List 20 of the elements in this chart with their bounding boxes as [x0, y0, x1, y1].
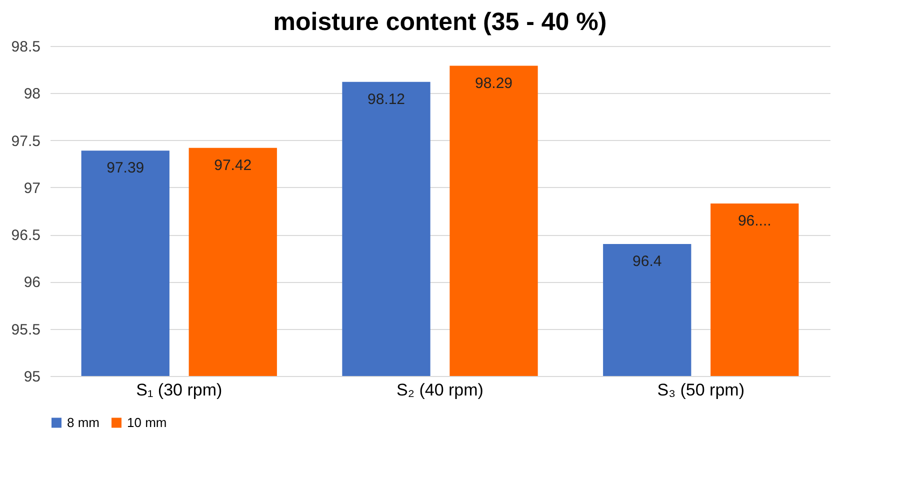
y-tick-label: 95 — [24, 368, 40, 386]
y-tick-label: 98 — [24, 86, 40, 103]
y-tick-label: 95.5 — [11, 321, 40, 338]
legend-label: 8 mm — [67, 414, 100, 430]
legend-label: 10 mm — [127, 414, 167, 430]
data-label: 98.12 — [367, 90, 406, 108]
x-tick-label: S₂ (40 rpm) — [396, 380, 484, 400]
data-label: 98.29 — [474, 74, 513, 92]
y-tick-label: 96 — [24, 274, 40, 292]
y-tick-label: 97 — [24, 180, 40, 197]
x-tick-label: S₁ (30 rpm) — [136, 380, 222, 400]
chart-title: moisture content (35 - 40 %) — [273, 8, 607, 36]
data-label: 96.4 — [632, 253, 662, 270]
y-tick-label: 96.5 — [11, 227, 40, 244]
y-tick-label: 98.5 — [11, 38, 40, 56]
data-label: 97.42 — [214, 156, 252, 174]
data-label: 97.39 — [106, 160, 144, 177]
x-tick-label: S₃ (50 rpm) — [657, 380, 744, 400]
data-label: 96.... — [738, 212, 772, 230]
y-tick-label: 97.5 — [11, 132, 40, 150]
